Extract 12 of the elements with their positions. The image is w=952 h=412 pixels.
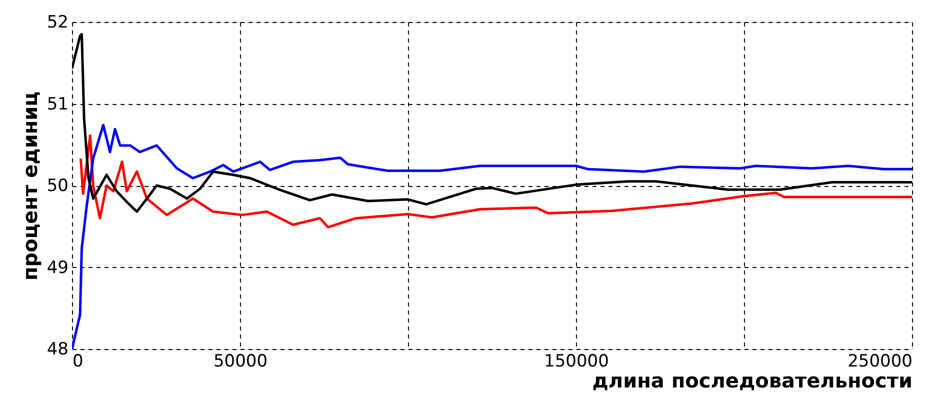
y-tick-label: 52 [46, 12, 68, 32]
x-tick-label: 50000 [213, 352, 268, 372]
y-tick-label: 50 [46, 176, 68, 196]
y-axis-title: процент единиц [18, 91, 42, 281]
x-tick-label: 250000 [848, 352, 912, 372]
line-series [79, 134, 912, 228]
x-tick-label: 0 [72, 352, 84, 372]
x-axis-title: длина последовательности [592, 368, 912, 392]
x-tick-label: 150000 [544, 352, 609, 372]
y-tick-label: 51 [46, 94, 68, 114]
y-tick-label: 49 [46, 258, 68, 278]
y-tick-label: 48 [46, 340, 68, 360]
